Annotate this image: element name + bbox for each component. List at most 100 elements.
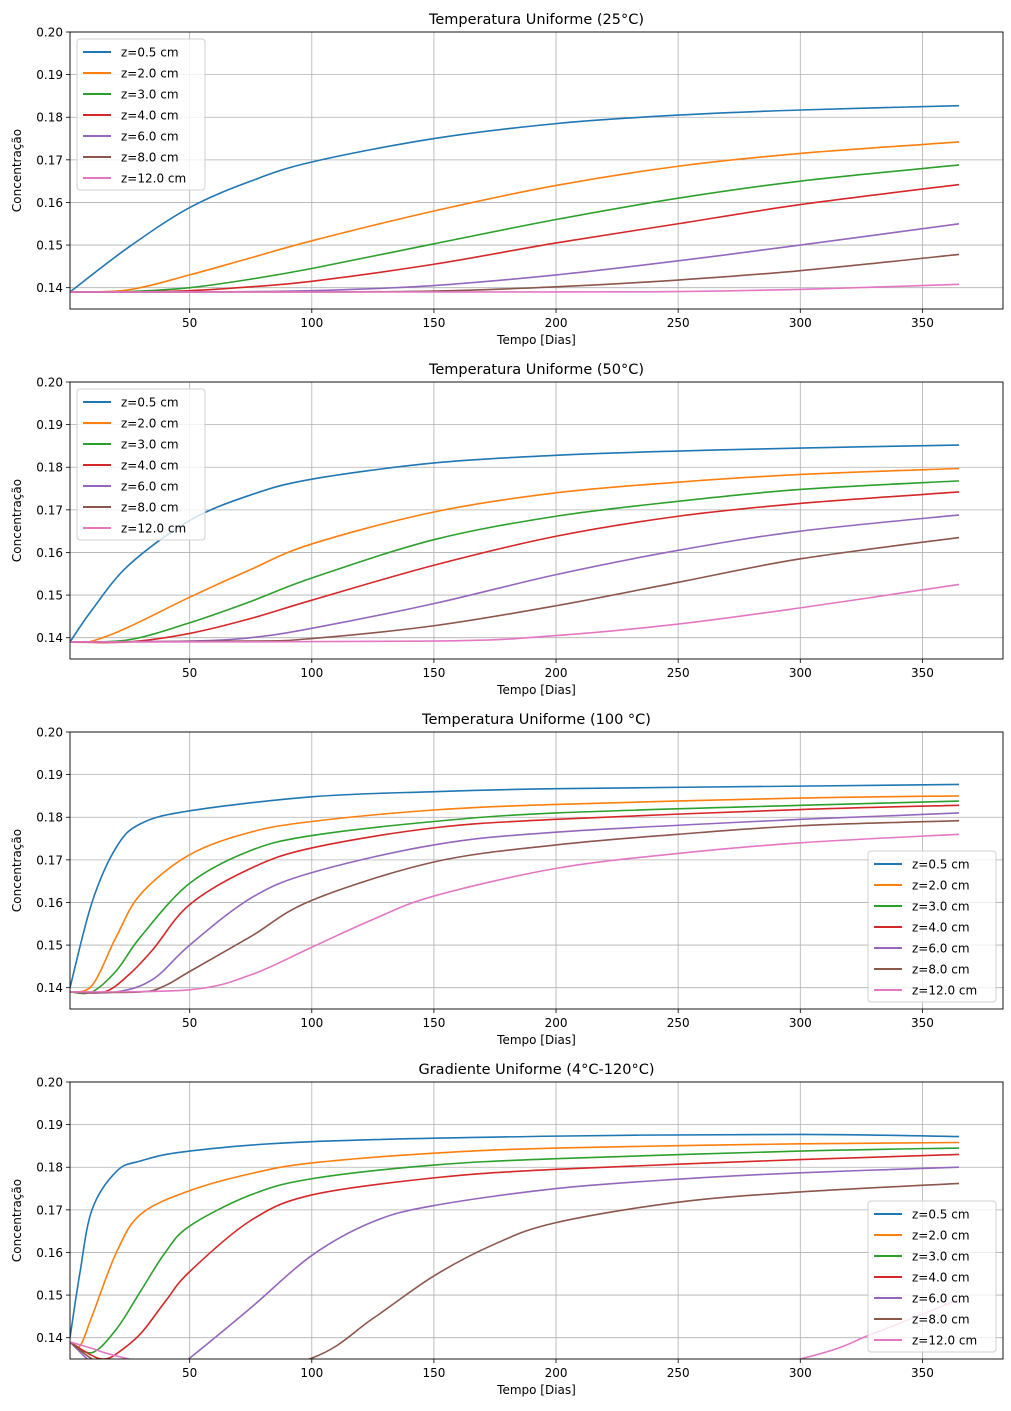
series-line-z-0-5-cm — [70, 783, 960, 988]
chart-title: Temperatura Uniforme (25°C) — [428, 12, 644, 28]
legend-entry: z=4.0 cm — [912, 921, 970, 935]
y-tick-label: 0.18 — [36, 111, 63, 125]
series-line-z-6-0-cm — [70, 812, 960, 994]
series-line-z-6-0-cm — [70, 514, 960, 643]
chart-title: Gradiente Uniforme (4°C-120°C) — [418, 1062, 654, 1078]
legend-entry: z=4.0 cm — [121, 109, 179, 123]
series-line-z-3-0-cm — [70, 1147, 960, 1354]
legend-entry: z=3.0 cm — [121, 88, 179, 102]
series-line-z-12-0-cm — [70, 1298, 960, 1359]
legend-entry: z=2.0 cm — [912, 879, 970, 893]
legend-entry: z=8.0 cm — [912, 1313, 970, 1327]
legend-entry: z=0.5 cm — [121, 46, 179, 60]
x-tick-label: 250 — [667, 666, 690, 680]
x-tick-label: 300 — [789, 316, 812, 330]
legend-box — [867, 1200, 997, 1353]
series-line-z-2-0-cm — [70, 141, 960, 293]
x-axis-label: Tempo [Dias] — [496, 683, 576, 697]
x-tick-label: 200 — [545, 666, 568, 680]
x-tick-label: 350 — [911, 1016, 934, 1030]
axes-frame — [69, 731, 1004, 1010]
x-tick-label: 100 — [300, 666, 323, 680]
series-line-z-0-5-cm — [70, 1133, 960, 1338]
legend-entry: z=0.5 cm — [121, 396, 179, 410]
x-tick-label: 200 — [545, 1016, 568, 1030]
legend-entry: z=0.5 cm — [912, 858, 970, 872]
series-group — [70, 1133, 960, 1359]
legend-entry: z=4.0 cm — [912, 1271, 970, 1285]
y-tick-label: 0.14 — [36, 981, 63, 995]
y-tick-label: 0.19 — [36, 1118, 63, 1132]
y-axis-label: Concentração — [10, 129, 24, 212]
x-tick-label: 350 — [911, 316, 934, 330]
series-line-z-0-5-cm — [70, 444, 960, 643]
y-tick-label: 0.18 — [36, 461, 63, 475]
x-tick-label: 100 — [300, 316, 323, 330]
legend-entry: z=12.0 cm — [121, 522, 186, 536]
y-tick-label: 0.17 — [36, 503, 63, 517]
chart-title: Temperatura Uniforme (50°C) — [428, 362, 644, 378]
legend-entry: z=3.0 cm — [121, 438, 179, 452]
x-tick-label: 200 — [545, 1366, 568, 1380]
x-tick-label: 50 — [182, 1016, 197, 1030]
series-line-z-4-0-cm — [70, 1153, 960, 1359]
series-line-z-12-0-cm — [70, 283, 960, 293]
series-line-z-3-0-cm — [70, 800, 960, 995]
subplot-1: 50 100 150 200 250 300 350 0.14 0.15 0.16 0.17 0.18… — [10, 12, 1004, 347]
subplot-3: 50 100 150 200 250 300 350 0.14 0.15 0.16 0.17 0.18… — [10, 712, 1004, 1047]
series-line-z-2-0-cm — [70, 467, 960, 644]
x-axis-label: Tempo [Dias] — [496, 1033, 576, 1047]
series-line-z-4-0-cm — [70, 804, 960, 994]
legend-entry: z=8.0 cm — [121, 151, 179, 165]
series-group — [70, 444, 960, 644]
legend-entry: z=4.0 cm — [121, 459, 179, 473]
y-tick-label: 0.18 — [36, 811, 63, 825]
x-tick-label: 50 — [182, 316, 197, 330]
y-tick-label: 0.15 — [36, 939, 63, 953]
y-tick-label: 0.16 — [36, 1246, 63, 1260]
x-tick-label: 200 — [545, 316, 568, 330]
series-line-z-0-5-cm — [70, 104, 960, 293]
x-tick-label: 150 — [422, 316, 445, 330]
series-line-z-6-0-cm — [70, 1166, 960, 1359]
legend-entry: z=3.0 cm — [912, 900, 970, 914]
x-axis-label: Tempo [Dias] — [496, 1383, 576, 1397]
y-tick-label: 0.20 — [36, 1076, 63, 1090]
series-line-z-8-0-cm — [70, 819, 960, 994]
y-tick-label: 0.20 — [36, 726, 63, 740]
legend-box — [76, 388, 206, 541]
y-tick-label: 0.15 — [36, 1289, 63, 1303]
y-tick-label: 0.18 — [36, 1161, 63, 1175]
legend-entry: z=8.0 cm — [912, 963, 970, 977]
x-tick-label: 50 — [182, 1366, 197, 1380]
legend-entry: z=6.0 cm — [121, 480, 179, 494]
axes-frame — [69, 31, 1004, 310]
y-tick-label: 0.17 — [36, 153, 63, 167]
y-tick-label: 0.16 — [36, 896, 63, 910]
y-tick-label: 0.17 — [36, 853, 63, 867]
x-tick-label: 350 — [911, 666, 934, 680]
x-tick-label: 150 — [422, 1016, 445, 1030]
y-axis-label: Concentração — [10, 479, 24, 562]
y-tick-label: 0.16 — [36, 546, 63, 560]
series-line-z-2-0-cm — [70, 1141, 960, 1349]
x-tick-label: 150 — [422, 1366, 445, 1380]
legend-entry: z=6.0 cm — [121, 130, 179, 144]
series-line-z-4-0-cm — [70, 183, 960, 293]
legend-entry: z=2.0 cm — [912, 1229, 970, 1243]
legend: z=0.5 cm z=2.0 cm z=3.0 cm z=4.0 cm z=6.0 cm… — [867, 850, 997, 1003]
legend-entry: z=0.5 cm — [912, 1208, 970, 1222]
x-tick-label: 300 — [789, 1016, 812, 1030]
legend: z=0.5 cm z=2.0 cm z=3.0 cm z=4.0 cm z=6.0 cm… — [867, 1200, 997, 1353]
x-tick-label: 250 — [667, 316, 690, 330]
series-line-z-12-0-cm — [70, 833, 960, 993]
x-tick-label: 100 — [300, 1366, 323, 1380]
y-tick-label: 0.14 — [36, 281, 63, 295]
series-line-z-2-0-cm — [70, 795, 960, 993]
legend-entry: z=12.0 cm — [912, 984, 977, 998]
chart-title: Temperatura Uniforme (100 °C) — [421, 712, 651, 728]
axes-frame — [69, 1081, 1004, 1360]
subplot-4: 50 100 150 200 250 300 350 0.14 0.15 0.16 0.17 0.18… — [10, 1062, 1004, 1397]
legend-box — [867, 850, 997, 1003]
series-line-z-8-0-cm — [70, 1182, 960, 1359]
